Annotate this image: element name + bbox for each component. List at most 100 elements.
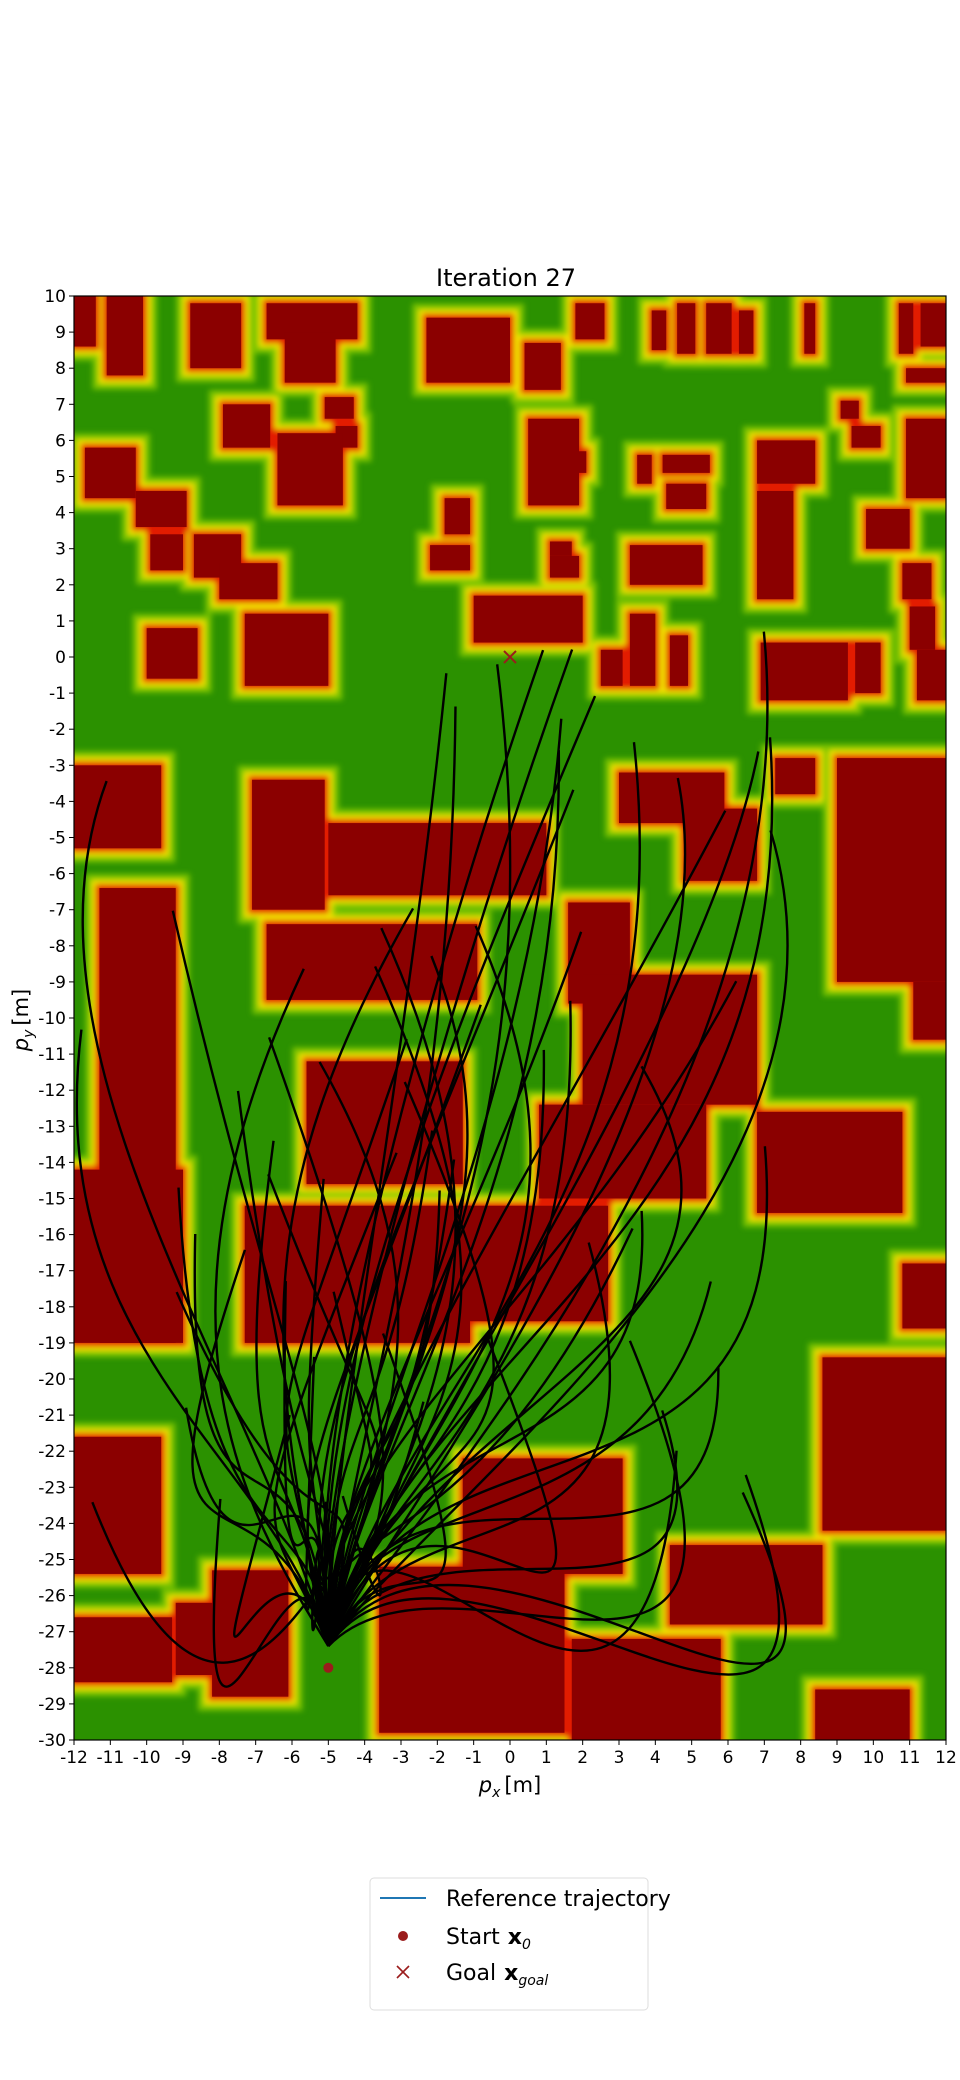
obstacle-cell: [822, 1357, 946, 1531]
y-tick-label: 2: [55, 576, 66, 596]
rollout-trajectory: [327, 1339, 558, 1647]
obstacle-cell: [74, 765, 162, 849]
rollout-trajectory: [327, 664, 512, 1647]
obstacle-cell: [219, 563, 278, 600]
obstacle-cell: [669, 1545, 823, 1625]
legend-reference-label: Reference trajectory: [446, 1887, 671, 1912]
obstacle-cell: [150, 534, 183, 571]
obstacle-cell: [575, 303, 605, 340]
y-tick-label: 6: [55, 431, 66, 451]
x-tick-label: 4: [650, 1748, 661, 1768]
rollout-trajectory: [285, 1038, 408, 1647]
y-tick-label: -20: [38, 1370, 66, 1390]
rollout-trajectory: [327, 1000, 572, 1647]
obstacle-cell: [902, 563, 932, 600]
x-tick-label: 3: [614, 1748, 625, 1768]
rollout-trajectory: [327, 1367, 720, 1647]
obstacle-cell: [815, 1689, 910, 1740]
rollout-trajectory: [324, 695, 597, 1647]
y-tick-label: 3: [55, 540, 66, 560]
x-tick-label: 12: [935, 1748, 957, 1768]
obstacle-cell: [444, 498, 471, 535]
x-tick-label: -1: [465, 1748, 482, 1768]
rollout-trajectory: [327, 1081, 495, 1647]
y-tick-label: -27: [38, 1623, 66, 1643]
obstacle-cell: [637, 454, 652, 484]
obstacle-cell: [662, 454, 710, 473]
rollout-trajectory: [171, 910, 333, 1647]
rollout-trajectory: [323, 649, 545, 1647]
obstacle-cell: [328, 823, 547, 896]
rollout-trajectory: [327, 1491, 788, 1666]
legend-box: [369, 1877, 649, 2011]
rollout-trajectory: [327, 1065, 683, 1647]
x-tick-label: -6: [284, 1748, 301, 1768]
obstacle-cell: [135, 490, 187, 528]
legend-start-label: Start x0: [446, 1925, 531, 1953]
y-tick-label: 7: [55, 395, 66, 415]
rollout-trajectory: [327, 777, 687, 1647]
y-tick-label: -19: [38, 1334, 66, 1354]
y-tick-label: -18: [38, 1298, 66, 1318]
x-tick-label: -9: [175, 1748, 192, 1768]
legend-goal-label: Goal xgoal: [446, 1961, 548, 1989]
y-tick-label: -11: [38, 1045, 66, 1065]
obstacle-cell: [666, 483, 707, 509]
obstacle-cell: [324, 397, 354, 419]
obstacle-cell: [651, 310, 667, 351]
obstacle-cell: [549, 541, 572, 556]
y-tick-label: 5: [55, 468, 66, 488]
y-tick-label: -30: [38, 1731, 66, 1751]
obstacle-cell: [916, 649, 946, 701]
obstacle-cell: [473, 595, 583, 643]
x-tick-label: 7: [759, 1748, 770, 1768]
x-tick-label: 5: [686, 1748, 697, 1768]
obstacle-cell: [571, 451, 587, 473]
y-tick-label: -17: [38, 1262, 66, 1282]
x-tick-label: 9: [832, 1748, 843, 1768]
obstacle-cell: [866, 508, 910, 549]
y-tick-label: 4: [55, 504, 66, 524]
start-marker: [323, 1662, 334, 1673]
rollout-trajectory: [75, 1029, 330, 1647]
obstacle-cell: [837, 758, 946, 982]
obstacle-cell: [902, 1263, 946, 1329]
x-axis-label: px [m]: [478, 1773, 541, 1801]
rollout-trajectory: [327, 830, 789, 1647]
obstacle-cell: [906, 368, 946, 383]
x-tick-label: -4: [356, 1748, 373, 1768]
x-tick-label: 1: [541, 1748, 552, 1768]
obstacle-cell: [252, 779, 325, 910]
y-tick-label: -22: [38, 1442, 66, 1462]
obstacle-cell: [146, 628, 198, 679]
x-tick-label: -11: [96, 1748, 124, 1768]
obstacle-cell: [757, 1111, 903, 1213]
x-tick-label: 0: [505, 1748, 516, 1768]
rollout-trajectory: [327, 718, 563, 1647]
y-tick-label: -10: [38, 1009, 66, 1029]
obstacle-cell: [669, 635, 689, 686]
obstacle-cell: [277, 433, 343, 506]
y-axis-ticks: 109876543210-1-2-3-4-5-6-7-8-9-10-11-12-…: [38, 287, 74, 1751]
x-axis-ticks: -12 -11 -10 -9 -8 -7 -6 -5 -4 -3 -2 -1 0 1 2 3 4 5 6 7 8 9 10 1…: [60, 1740, 957, 1768]
x-tick-label: -5: [320, 1748, 337, 1768]
obstacle-cell: [190, 303, 242, 369]
y-tick-label: -5: [49, 829, 66, 849]
y-tick-label: -29: [38, 1695, 66, 1715]
obstacle-cell: [549, 555, 580, 578]
goal-cross-stroke: [503, 650, 517, 664]
y-tick-label: 9: [55, 323, 66, 343]
y-tick-label: -1: [49, 684, 66, 704]
x-tick-label: -3: [393, 1748, 410, 1768]
obstacle-cell: [840, 400, 859, 419]
y-tick-label: 0: [55, 648, 66, 668]
x-tick-label: -10: [133, 1748, 161, 1768]
legend: Reference trajectory Start x0 Goal xgoal: [369, 1877, 671, 2011]
y-axis-label: py[m]: [9, 989, 37, 1052]
obstacle-cell: [909, 606, 936, 650]
y-tick-label: -16: [38, 1226, 66, 1246]
obstacle-cell: [106, 296, 144, 376]
obstacle-cell: [920, 303, 946, 347]
obstacle-cell: [855, 642, 881, 694]
